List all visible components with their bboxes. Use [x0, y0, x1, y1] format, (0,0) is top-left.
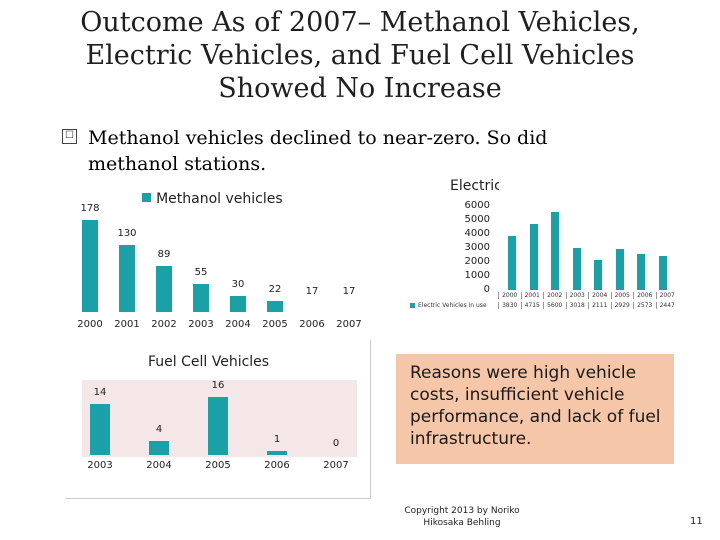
bullet-text-line-1: Methanol vehicles declined to near-zero.…	[88, 127, 548, 149]
methanol-chart: Methanol vehicles	[70, 182, 370, 332]
electric-table-year: 2007	[655, 291, 679, 299]
copyright-line-2: Hikosaka Behling	[423, 518, 501, 528]
electric-table-value: 2573	[633, 301, 656, 309]
methanol-legend: Methanol vehicles	[142, 188, 283, 207]
fuel-cell-x-label: 2006	[264, 460, 290, 471]
methanol-legend-label: Methanol vehicles	[156, 191, 283, 207]
title-line-3: Showed No Increase	[218, 73, 502, 104]
fuel-cell-data-label: 0	[332, 438, 340, 449]
electric-data-table: 2000 2001 2002 2003 2004 2005 2006 2007 Electri…	[410, 290, 678, 310]
methanol-bar	[230, 296, 246, 312]
methanol-data-label: 130	[117, 227, 137, 239]
electric-table-year: 2003	[565, 291, 589, 299]
electric-table-value: 3018	[565, 301, 589, 309]
electric-bar	[594, 260, 602, 290]
electric-y-tick: 6000	[464, 200, 490, 211]
electric-y-tick: 3000	[464, 242, 490, 253]
copyright: Copyright 2013 by Noriko Hikosaka Behlin…	[392, 505, 532, 529]
electric-bar	[615, 248, 624, 290]
fuel-cell-bar	[267, 451, 287, 455]
legend-swatch-icon	[142, 193, 151, 202]
electric-table-value: 2929	[610, 301, 634, 309]
fuel-cell-x-label: 2004	[146, 460, 172, 471]
methanol-x-label: 2001	[114, 319, 140, 330]
reasons-callout	[396, 354, 674, 464]
electric-bar	[508, 236, 516, 290]
fuel-cell-chart-title: Fuel Cell Vehicles	[148, 354, 270, 370]
copyright-line-1: Copyright 2013 by Noriko	[404, 506, 520, 516]
electric-table-value: 2447	[655, 301, 679, 309]
methanol-x-label: 2005	[262, 319, 288, 330]
methanol-bar	[82, 220, 98, 312]
legend-swatch-icon	[410, 302, 415, 308]
methanol-data-label: 17	[305, 286, 319, 298]
electric-y-tick: 2000	[464, 256, 490, 267]
page-number: 11	[690, 516, 703, 527]
electric-table-value: 4715	[520, 301, 544, 309]
reasons-text: Reasons were high vehicle costs, insuffi…	[410, 363, 661, 449]
methanol-x-label: 2003	[188, 319, 214, 330]
methanol-data-label: 89	[157, 249, 171, 260]
fuel-cell-x-label: 2003	[87, 460, 113, 471]
electric-bar	[551, 211, 559, 290]
methanol-bar	[267, 300, 283, 312]
fuel-cell-bar	[149, 440, 169, 455]
fuel-cell-bar	[90, 404, 110, 455]
electric-y-tick: 4000	[464, 228, 490, 239]
bullet-box-icon: ☐	[62, 129, 77, 144]
methanol-bar	[193, 283, 209, 312]
electric-row-label: Electric Vehicles in use	[418, 301, 487, 309]
slide-title: Outcome As of 2007– Methanol Vehicles, E…	[0, 6, 720, 105]
fuel-cell-data-label: 14	[93, 387, 107, 399]
methanol-data-label: 178	[80, 203, 100, 214]
methanol-x-label: 2006	[299, 319, 325, 330]
methanol-x-label: 2000	[77, 319, 103, 330]
fuel-cell-data-label: 1	[273, 434, 281, 446]
electric-table-year: 2000	[498, 291, 521, 299]
electric-y-tick: 0	[483, 284, 490, 295]
electric-table-value: 3830	[498, 301, 521, 309]
methanol-bar	[156, 266, 172, 312]
electric-chart: Electric \	[368, 178, 670, 323]
methanol-x-label: 2004	[225, 319, 251, 330]
electric-y-tick: 1000	[464, 270, 490, 281]
electric-table-value: 5600	[543, 301, 566, 309]
electric-table-year: 2002	[543, 291, 566, 299]
methanol-data-label: 17	[342, 286, 356, 298]
methanol-data-label: 30	[231, 279, 245, 291]
title-line-1: Outcome As of 2007– Methanol Vehicles,	[80, 7, 640, 38]
methanol-data-label: 22	[268, 283, 282, 295]
bullet-text-line-2: methanol stations.	[88, 153, 267, 175]
fuel-cell-chart-frame	[65, 340, 371, 499]
electric-bar	[637, 253, 645, 290]
electric-table-year: 2001	[520, 291, 544, 299]
fuel-cell-data-label: 16	[211, 380, 225, 391]
fuel-cell-data-label: 4	[155, 423, 163, 435]
methanol-x-label: 2007	[336, 319, 362, 330]
electric-chart-title: Electric \	[450, 178, 499, 194]
title-line-2: Electric Vehicles, and Fuel Cell Vehicle…	[85, 40, 635, 71]
electric-bar	[572, 247, 581, 290]
methanol-data-label: 55	[194, 266, 208, 278]
electric-table-value: 2111	[588, 301, 611, 309]
electric-table-year: 2004	[588, 291, 611, 299]
fuel-cell-x-label: 2005	[205, 460, 231, 471]
electric-table-year: 2006	[633, 291, 656, 299]
methanol-bar	[119, 244, 135, 312]
electric-bar	[658, 255, 667, 290]
fuel-cell-x-label: 2007	[323, 460, 349, 471]
electric-table-year: 2005	[610, 291, 634, 299]
electric-y-tick: 5000	[464, 214, 490, 225]
methanol-x-label: 2002	[151, 319, 177, 330]
fuel-cell-bar	[208, 397, 228, 455]
electric-bar	[529, 223, 538, 290]
